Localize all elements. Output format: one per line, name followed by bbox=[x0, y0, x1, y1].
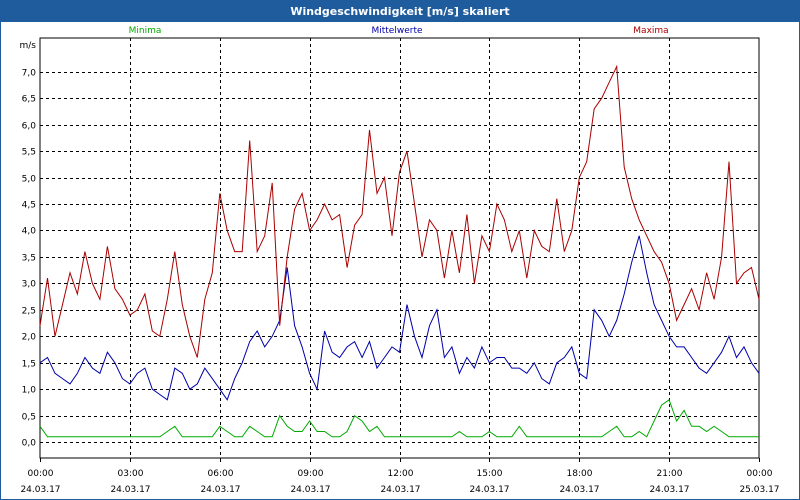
x-tick-date: 24.03.17 bbox=[200, 485, 240, 495]
x-tick-time: 06:00 bbox=[208, 469, 234, 479]
y-tick-label: 5,0 bbox=[22, 175, 37, 185]
grid bbox=[40, 38, 759, 458]
y-tick-label: 2,5 bbox=[22, 307, 36, 317]
y-tick-label: 3,5 bbox=[22, 254, 36, 264]
legend-item-mittelwerte: Mittelwerte bbox=[371, 26, 422, 36]
x-tick-date: 24.03.17 bbox=[20, 485, 60, 495]
window-title: Windgeschwindigkeit [m/s] skaliert bbox=[1, 1, 799, 22]
x-tick-date: 24.03.17 bbox=[469, 485, 509, 495]
series-line-mittelwerte bbox=[39, 235, 760, 401]
series-line-maxima bbox=[39, 64, 760, 358]
x-tick-date: 25.03.17 bbox=[739, 485, 779, 495]
x-tick-time: 15:00 bbox=[477, 469, 503, 479]
x-tick-time: 18:00 bbox=[567, 469, 593, 479]
legend-item-minima: Minima bbox=[129, 26, 162, 36]
x-tick-date: 24.03.17 bbox=[290, 485, 330, 495]
y-axis-label: m/s bbox=[20, 41, 37, 51]
legend: Minima Mittelwerte Maxima bbox=[129, 26, 669, 36]
y-tick-label: 3,0 bbox=[22, 280, 37, 290]
y-tick-label: 4,0 bbox=[22, 227, 37, 237]
y-tick-label: 5,5 bbox=[22, 148, 36, 158]
y-tick-label: 1,5 bbox=[22, 360, 36, 370]
x-tick-date: 24.03.17 bbox=[110, 485, 150, 495]
x-tick-time: 00:00 bbox=[747, 469, 773, 479]
x-tick-time: 21:00 bbox=[657, 469, 683, 479]
x-tick-date: 24.03.17 bbox=[559, 485, 599, 495]
x-tick-date: 24.03.17 bbox=[380, 485, 420, 495]
axes: 0,0 0,5 1,0 1,5 2,0 2,5 3,0 3,5 4,0 4,5 5,0 5,5 6,0 6… bbox=[20, 37, 780, 495]
y-tick-label: 7,0 bbox=[22, 69, 37, 79]
x-tick-time: 00:00 bbox=[28, 469, 54, 479]
y-tick-label: 6,0 bbox=[22, 122, 37, 132]
x-tick-time: 03:00 bbox=[118, 469, 144, 479]
x-tick-time: 12:00 bbox=[388, 469, 414, 479]
legend-item-maxima: Maxima bbox=[633, 26, 668, 36]
series-lines bbox=[39, 64, 760, 438]
x-tick-date: 24.03.17 bbox=[649, 485, 689, 495]
plot-frame bbox=[39, 37, 760, 459]
y-tick-label: 0,0 bbox=[22, 439, 37, 449]
y-tick-label: 4,5 bbox=[22, 201, 36, 211]
y-tick-label: 2,0 bbox=[22, 333, 37, 343]
y-tick-label: 0,5 bbox=[22, 413, 36, 423]
series-line-minima bbox=[39, 399, 759, 438]
y-tick-label: 1,0 bbox=[22, 386, 37, 396]
x-tick-time: 09:00 bbox=[298, 469, 324, 479]
y-tick-label: 6,5 bbox=[22, 95, 36, 105]
